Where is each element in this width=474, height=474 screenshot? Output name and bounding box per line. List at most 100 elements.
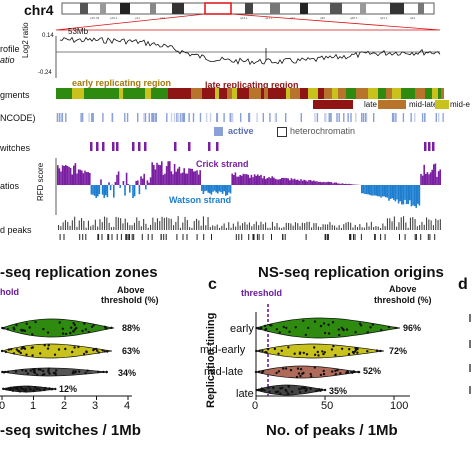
peak-call-mark [262, 234, 264, 240]
early-region-label: early replicating region [72, 78, 172, 88]
violin-point [264, 351, 267, 354]
violin-point [92, 348, 96, 351]
segment-block [66, 88, 72, 99]
rfd-bar [186, 173, 189, 185]
peak-bar [115, 216, 117, 230]
log2-profile-track [55, 36, 441, 78]
rfd-bar [269, 178, 272, 185]
rfd-bar [426, 172, 429, 185]
panel-d-letter: d [458, 276, 468, 293]
panel-d-fragment [469, 314, 471, 394]
encode-mark [410, 113, 412, 122]
violin-point [322, 372, 326, 376]
violin-point [42, 327, 45, 331]
peak-bar [147, 227, 149, 230]
violin-point [84, 328, 88, 331]
peak-call-mark [125, 234, 127, 240]
violin-point [97, 370, 100, 374]
rfd-bar [250, 174, 253, 185]
peak-call-mark [284, 234, 286, 240]
encode-mark [325, 113, 327, 122]
violin-point [77, 370, 81, 373]
rfd-bar [327, 181, 329, 185]
violin-point [379, 349, 382, 353]
peak-call-mark [160, 234, 162, 240]
peak-call-mark [429, 234, 431, 240]
segment-block [332, 88, 338, 99]
encode-mark [262, 113, 264, 122]
peak-bar [161, 216, 163, 230]
violin-point [64, 347, 67, 351]
peak-bar [85, 227, 87, 230]
peak-bar [437, 220, 439, 230]
violin-point [254, 370, 258, 374]
violin-point [313, 366, 317, 369]
chromosome-label: chr4 [24, 2, 54, 18]
switch-mark [102, 142, 105, 151]
rfd-bar [437, 171, 440, 185]
peak-call-mark [127, 234, 129, 240]
encode-mark [216, 113, 219, 122]
violin-point [28, 326, 31, 329]
switch-mark [116, 142, 119, 151]
encode-mark [152, 113, 154, 122]
peak-bar [324, 224, 326, 230]
rfd-bar [308, 180, 310, 185]
encode-mark [209, 113, 212, 122]
segment-block [438, 88, 441, 99]
peak-bar [81, 218, 83, 230]
peak-bar [255, 221, 257, 230]
rfd-bar [177, 168, 179, 185]
ideogram-bands [61, 2, 435, 15]
rfd-bar [335, 182, 337, 185]
peak-call-mark [353, 234, 354, 240]
peak-call-mark [211, 234, 212, 240]
violin-point [269, 323, 272, 327]
rfd-bar [87, 172, 89, 185]
encode-mark [61, 113, 64, 122]
peak-bar [317, 226, 319, 230]
peak-bar [143, 219, 145, 230]
encode-mark [178, 113, 180, 122]
rfd-bar [125, 172, 128, 185]
rfd-bar [265, 179, 267, 185]
encode-mark [92, 113, 94, 122]
legend-mide-label: mid-e [450, 100, 471, 109]
violin-point [281, 386, 284, 390]
encode-mark [148, 113, 150, 122]
rfd-bar [337, 183, 339, 185]
violin-point [43, 373, 46, 376]
rfd-bar [329, 182, 331, 185]
encode-mark [205, 113, 208, 122]
segment-block [185, 88, 191, 99]
peak-bar [156, 218, 158, 230]
violin-point [44, 386, 47, 390]
violin-point [34, 386, 37, 389]
peak-bar [60, 226, 62, 230]
peak-call-mark [186, 234, 188, 240]
late-region-label: late replicating region [205, 80, 299, 90]
rfd-bar [311, 181, 313, 185]
panel-b-xtick-1: 1 [30, 400, 37, 412]
violin-point [72, 321, 75, 325]
peak-bar [269, 227, 271, 230]
peak-bar [281, 227, 283, 230]
encode-mark [443, 113, 444, 122]
segment-block [408, 88, 415, 99]
rfd-bar [247, 174, 249, 185]
peak-call-mark [98, 234, 100, 240]
peak-bar [336, 227, 338, 230]
panel-c-above-1: Above [389, 284, 417, 294]
peak-bar [198, 220, 200, 230]
rfd-bar [225, 185, 227, 196]
peak-bar [140, 226, 142, 230]
violin-point [322, 352, 325, 356]
violin-point [290, 390, 294, 393]
peak-bar [370, 221, 372, 230]
rfd-bar [133, 185, 136, 197]
peak-call-mark [325, 234, 327, 240]
rfd-bar [138, 185, 141, 195]
rfd-bar [181, 172, 184, 185]
violin-point [359, 324, 363, 327]
peak-bar [71, 220, 73, 230]
